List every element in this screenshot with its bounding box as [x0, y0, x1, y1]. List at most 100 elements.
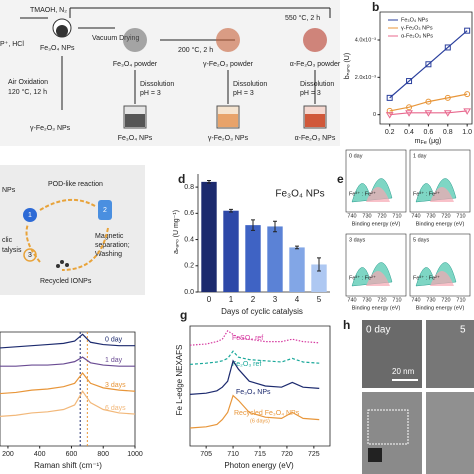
x-tick-label: 710	[456, 213, 465, 219]
step-label: POD-like reaction	[48, 181, 103, 188]
product-label: γ-Fe₂O₃ NPs	[30, 125, 71, 132]
zoom-box	[367, 409, 409, 445]
bar	[245, 225, 261, 292]
xps-peak	[430, 271, 454, 286]
panel-label: e	[337, 172, 344, 186]
step-label: 200 °C, 2 h	[178, 46, 213, 54]
x-tick-label: 1	[229, 295, 234, 304]
panel-label: g	[180, 308, 187, 322]
x-tick-label: 720	[441, 297, 450, 303]
product-label: Fe₃O₄ NPs	[118, 135, 153, 142]
bar	[311, 264, 327, 292]
y-axis-label: Fe L-edge NEXAFS	[175, 345, 184, 416]
marker	[464, 27, 471, 34]
x-tick-label: 720	[377, 297, 386, 303]
x-axis-label: Binding energy (eV)	[416, 305, 465, 311]
product-label: α-Fe₂O₃ NPs	[295, 135, 336, 142]
y-tick-label: 4.0x10⁻³	[355, 37, 376, 43]
y-tick-label: 0.6	[184, 210, 194, 217]
powder	[216, 28, 240, 52]
x-tick-label: 740	[347, 297, 356, 303]
x-tick-label: 730	[362, 297, 371, 303]
x-tick-label: 200	[2, 451, 14, 458]
cycle-arrow	[25, 199, 109, 271]
x-tick-label: 1.0	[462, 129, 472, 136]
series-line	[0, 390, 136, 417]
day-label: 5 days	[413, 237, 429, 243]
x-axis-label: Days of cyclic catalysis	[221, 307, 303, 316]
powder-label: γ-Fe₂O₃ powder	[203, 61, 254, 68]
x-tick-label: 705	[200, 451, 212, 458]
panel-h: h 0 day 5 20 nm	[343, 318, 474, 474]
step-label: TMAOH, N₂	[30, 7, 67, 14]
error-bar	[317, 257, 321, 272]
legend-label: α-Fe₂O₃ NPs	[401, 33, 433, 39]
particles	[60, 260, 64, 264]
x-tick-label: 740	[411, 297, 420, 303]
step-label: Washing	[95, 251, 122, 258]
x-tick-label: 3	[273, 295, 278, 304]
beaker-content	[305, 114, 325, 127]
marker	[464, 91, 471, 98]
x-tick-label: 400	[34, 451, 46, 458]
x-tick-label: 740	[411, 213, 420, 219]
ratio-label: Fe³⁺ : Fe²⁺	[413, 190, 440, 197]
x-tick-label: 600	[66, 451, 78, 458]
chart-title: Fe₃O₄ NPs	[275, 189, 324, 200]
xps-peak	[430, 187, 454, 202]
powder-label: Fe₃O₄ powder	[113, 61, 158, 68]
x-tick-label: 4	[295, 295, 300, 304]
series-line	[189, 394, 320, 429]
beaker-content	[125, 114, 145, 127]
x-tick-label: 730	[426, 213, 435, 219]
series-label: 3 days	[105, 382, 126, 389]
panel-f: Raman shift (cm⁻¹)	[34, 461, 102, 470]
step-label: Dissolution	[300, 81, 334, 88]
scale-label: 20 nm	[392, 367, 415, 376]
bar	[267, 226, 283, 292]
step-label: clic	[2, 237, 13, 244]
error-bar	[273, 220, 277, 233]
error-bar	[251, 219, 255, 231]
x-label-part: Fe	[420, 140, 426, 146]
x-tick-label: 720	[441, 213, 450, 219]
reagents: P⁺, HCl	[0, 41, 24, 48]
series-label: 0 day	[105, 337, 123, 344]
step-label: Recycled IONPs	[40, 278, 92, 285]
flask-content	[56, 25, 68, 37]
y-axis-label: aₙₐₙₒ (U mg⁻¹)	[173, 210, 180, 254]
series-label: Recycled Fe₃O₄ NPs	[234, 410, 300, 417]
series-line	[389, 93, 468, 112]
x-axis-label: Binding energy (eV)	[352, 305, 401, 311]
x-label-part: m	[415, 138, 421, 145]
marker	[405, 110, 413, 117]
marker	[443, 110, 452, 117]
bar	[223, 210, 239, 292]
y-tick-label: 0.0	[184, 289, 194, 296]
step-label: pH = 3	[233, 90, 254, 97]
note: (6 days)	[250, 418, 270, 424]
legend-label: γ-Fe₂O₃ NPs	[401, 25, 433, 31]
marker	[406, 104, 413, 111]
step-label: pH = 3	[140, 90, 161, 97]
x-tick-label: 710	[456, 297, 465, 303]
x-tick-label: 0.4	[404, 129, 414, 136]
panel-b: b bₙₐₙₒ (U) mFe (μg)	[344, 0, 442, 146]
ratio-label: Fe³⁺ : Fe²⁺	[349, 274, 376, 281]
marker	[463, 108, 472, 115]
y-tick-label: 0.8	[184, 184, 194, 191]
panel-c-bg	[0, 165, 145, 295]
panel-a: P⁺, HCl TMAOH, N₂ Fe₃O₄ NPs Vacuum Dryin…	[0, 0, 341, 146]
marker	[386, 107, 393, 114]
product-label: γ-Fe₂O₃ NPs	[208, 135, 249, 142]
step-label: Magnetic	[95, 233, 124, 240]
y-tick-label: 0.4	[184, 236, 194, 243]
marker	[386, 94, 393, 101]
tem-image	[426, 320, 474, 388]
x-tick-label: 720	[377, 213, 386, 219]
day-label: 0 day	[349, 153, 363, 159]
error-bar	[229, 208, 233, 213]
series-label: Fe₃O₄ NPs	[236, 389, 271, 396]
tem-image	[426, 392, 474, 474]
